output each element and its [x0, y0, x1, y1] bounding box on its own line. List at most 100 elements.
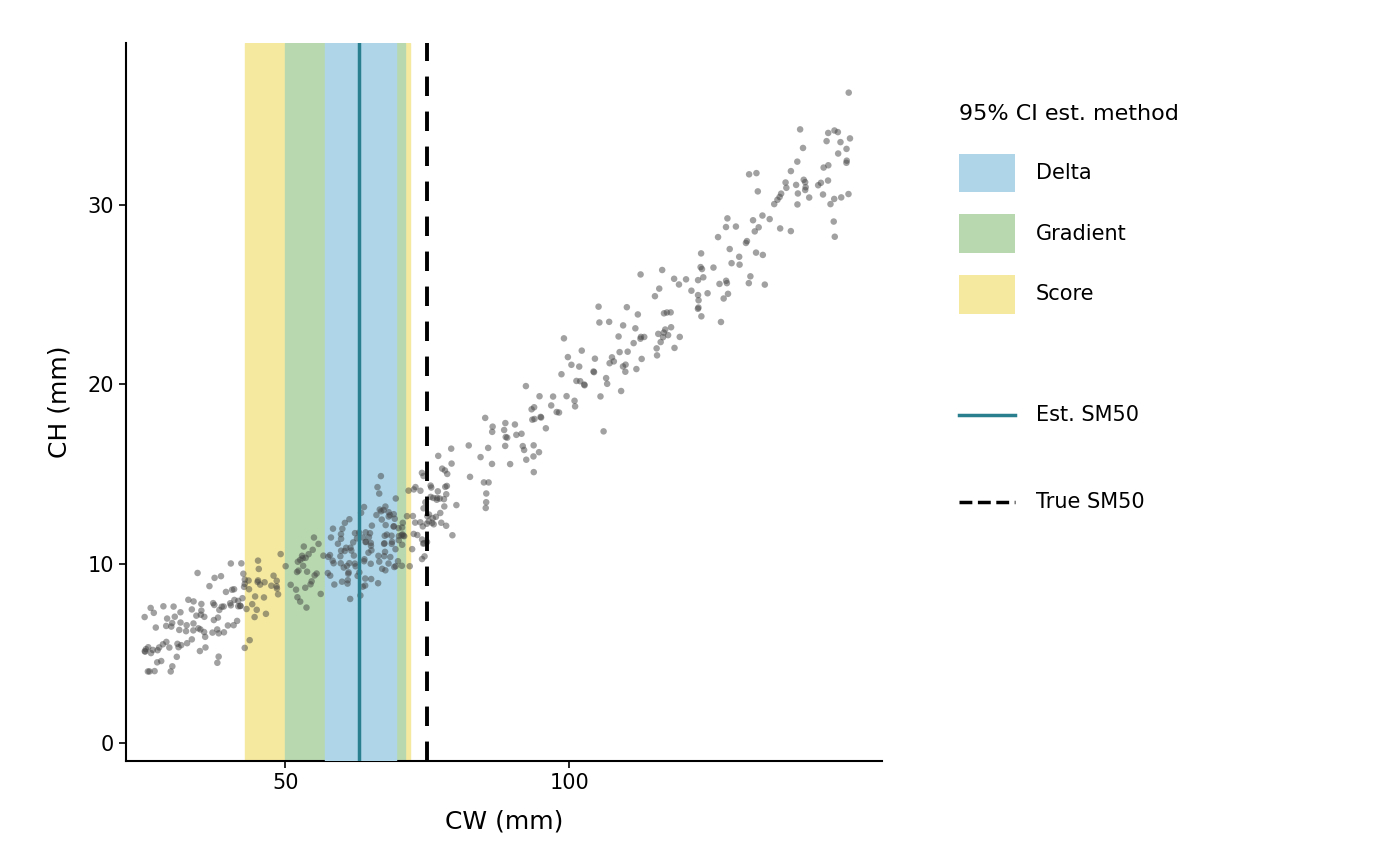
Point: [403, 483, 426, 497]
Point: [329, 549, 351, 563]
Point: [253, 591, 276, 605]
Point: [353, 553, 375, 567]
Point: [690, 247, 713, 260]
Point: [556, 389, 578, 403]
Point: [294, 551, 316, 565]
Point: [392, 529, 414, 542]
Point: [322, 556, 344, 570]
Point: [309, 587, 332, 601]
Point: [374, 545, 396, 559]
Point: [574, 378, 596, 392]
Point: [379, 550, 402, 564]
Point: [391, 538, 413, 552]
Point: [763, 197, 785, 211]
Point: [610, 384, 633, 398]
Point: [207, 650, 230, 663]
Point: [378, 509, 400, 523]
Point: [316, 550, 339, 564]
Point: [133, 644, 155, 658]
Point: [360, 572, 382, 586]
Point: [344, 560, 367, 573]
Point: [346, 569, 368, 583]
Point: [388, 522, 410, 535]
Point: [435, 467, 458, 481]
Point: [459, 470, 482, 484]
Point: [830, 190, 853, 204]
Point: [629, 332, 651, 346]
Point: [169, 616, 192, 630]
Point: [743, 224, 766, 238]
Point: [284, 583, 307, 597]
Point: [379, 509, 402, 522]
Point: [434, 480, 456, 494]
Point: [280, 578, 302, 592]
Point: [164, 610, 186, 624]
Point: [195, 630, 217, 644]
Point: [715, 220, 738, 234]
Point: [475, 501, 497, 515]
Point: [214, 585, 237, 599]
Point: [531, 411, 553, 425]
Point: [286, 590, 308, 604]
Point: [295, 600, 318, 614]
Point: [592, 425, 615, 439]
Point: [297, 548, 319, 561]
Point: [339, 541, 361, 554]
Point: [769, 221, 791, 235]
Point: [358, 530, 381, 544]
Point: [690, 262, 713, 276]
Point: [288, 553, 311, 567]
Point: [391, 529, 413, 542]
Point: [806, 178, 829, 192]
Point: [244, 610, 266, 624]
Point: [137, 640, 160, 654]
Point: [245, 603, 267, 617]
Point: [203, 571, 225, 585]
Point: [409, 516, 431, 529]
Point: [521, 402, 543, 416]
Text: Score: Score: [1036, 284, 1095, 304]
Point: [615, 365, 637, 379]
Point: [728, 258, 750, 272]
Point: [227, 599, 249, 613]
Point: [382, 520, 405, 534]
Point: [287, 554, 309, 568]
Point: [343, 548, 365, 562]
Point: [735, 236, 757, 250]
Point: [528, 389, 550, 403]
Point: [178, 593, 200, 606]
Point: [736, 234, 759, 248]
Point: [505, 428, 528, 442]
Point: [609, 345, 631, 359]
Point: [304, 568, 326, 582]
Point: [134, 644, 157, 658]
Point: [217, 618, 239, 632]
Point: [529, 410, 552, 424]
Point: [326, 537, 349, 551]
Point: [582, 365, 605, 379]
Point: [147, 644, 169, 657]
Point: [319, 548, 342, 562]
Point: [372, 549, 395, 563]
Point: [210, 569, 232, 583]
Point: [627, 308, 650, 322]
Point: [633, 330, 655, 344]
Point: [780, 224, 802, 238]
Point: [815, 134, 837, 148]
Point: [260, 579, 283, 593]
Point: [424, 509, 447, 523]
Point: [553, 331, 575, 345]
Point: [566, 374, 588, 388]
Point: [564, 400, 587, 413]
Point: [522, 439, 545, 452]
Point: [823, 230, 846, 244]
Point: [680, 284, 703, 298]
Point: [413, 469, 435, 483]
Point: [787, 197, 809, 211]
Point: [343, 557, 365, 571]
Point: [238, 633, 260, 647]
Point: [351, 530, 374, 544]
Point: [434, 464, 456, 477]
Point: [391, 528, 413, 541]
Point: [469, 450, 491, 464]
